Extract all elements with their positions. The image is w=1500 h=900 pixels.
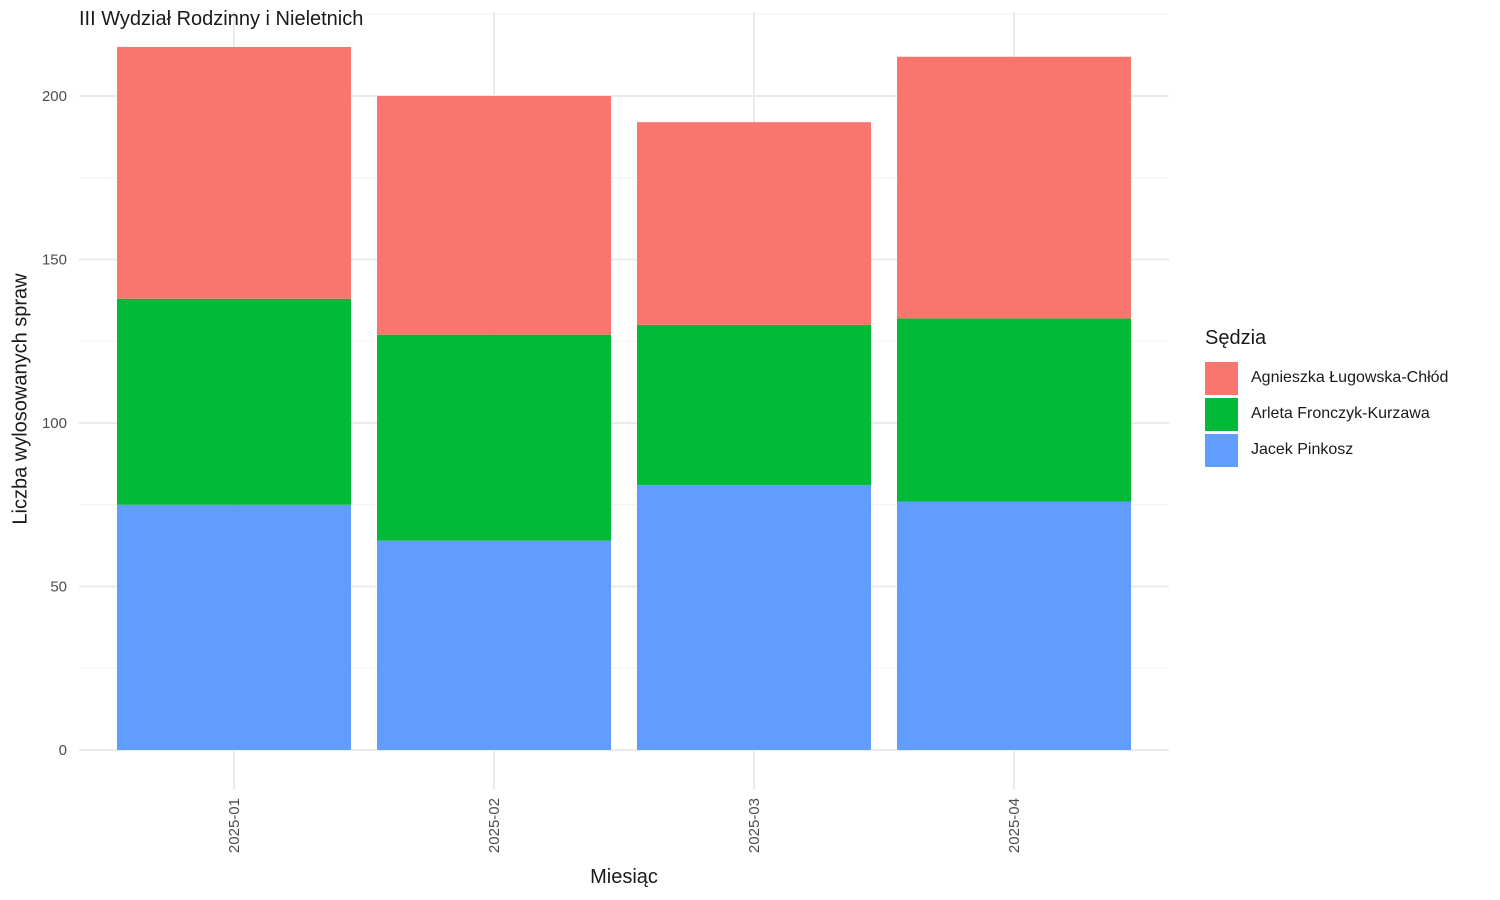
bar-segment [637,122,871,325]
bar-segment [897,318,1131,502]
y-tick-label: 50 [50,579,67,596]
legend-swatch [1205,361,1238,395]
chart-title: III Wydział Rodzinny i Nieletnich [79,8,364,30]
legend-label: Agnieszka Ługowska-Chłód [1251,369,1449,386]
bar-segment [377,540,611,750]
bar-segment [897,501,1131,750]
bars [117,46,1131,750]
y-tick-label: 0 [59,742,67,759]
legend-label: Arleta Fronczyk-Kurzawa [1251,405,1430,422]
bar-segment [377,96,611,335]
x-axis-title: Miesiąc [590,866,658,888]
legend-title: Sędzia [1205,327,1267,349]
tick-labels: 0 50 100 150 200 2025-01 2025-02 2025-03 2025-04 [42,88,1023,853]
bar-segment [117,504,351,750]
legend-item: Jacek Pinkosz [1205,432,1448,468]
x-tick-label: 2025-03 [746,798,763,853]
bar-segment [117,46,351,299]
bar-segment [377,334,611,541]
y-tick-label: 100 [42,415,67,432]
x-tick-label: 2025-04 [1006,798,1023,853]
bar-segment [897,56,1131,319]
legend-item: Arleta Fronczyk-Kurzawa [1205,396,1448,432]
y-tick-label: 200 [42,88,67,105]
legend: Sędzia Agnieszka Ługowska-Chłód Arleta Fr… [1205,327,1448,468]
x-tick-label: 2025-02 [486,798,503,853]
bar-segment [637,485,871,750]
legend-label: Jacek Pinkosz [1251,441,1354,458]
bar-segment [637,324,871,486]
legend-swatch [1205,397,1238,431]
legend-swatch [1205,433,1238,467]
bar-segment [117,298,351,505]
y-tick-label: 150 [42,252,67,269]
legend-item: Agnieszka Ługowska-Chłód [1205,360,1448,396]
x-tick-label: 2025-01 [226,798,243,853]
y-axis-title: Liczba wylosowanych spraw [9,273,32,525]
legend-items: Agnieszka Ługowska-Chłód Arleta Fronczyk-… [1205,360,1448,468]
